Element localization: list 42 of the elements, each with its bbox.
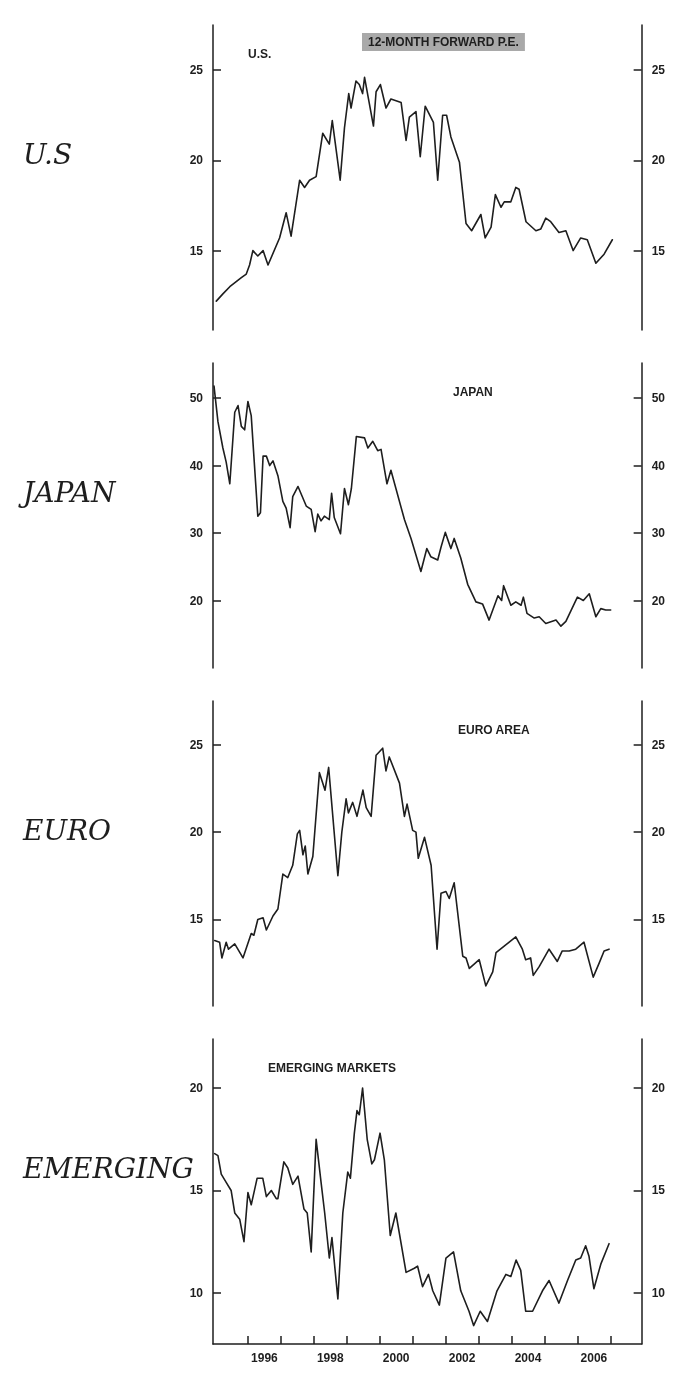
y2-tick-label: 20 bbox=[651, 1081, 666, 1096]
y-tick-label: 30 bbox=[189, 526, 204, 541]
text: EMERGING MARKETS bbox=[268, 1061, 397, 1075]
y2-tick-label: 15 bbox=[651, 912, 666, 927]
y-tick-label: 15 bbox=[189, 243, 204, 258]
y-tick-label: 10 bbox=[189, 1285, 204, 1300]
y2-tick-label: 15 bbox=[651, 1183, 666, 1198]
text: U.S. bbox=[248, 47, 272, 61]
y2-tick-label: 10 bbox=[651, 1285, 666, 1300]
x-tick-label: 2002 bbox=[448, 1351, 476, 1365]
y-tick-label: 15 bbox=[189, 1183, 204, 1198]
line-series bbox=[215, 76, 614, 302]
y-tick-label: 50 bbox=[189, 391, 204, 406]
y2-tick-label: 25 bbox=[651, 737, 666, 752]
text: JAPAN bbox=[18, 475, 117, 509]
y-tick-label: 20 bbox=[189, 153, 204, 168]
x-tick-label: 1996 bbox=[251, 1351, 279, 1365]
x-tick-label: 2000 bbox=[382, 1351, 410, 1365]
text: JAPAN bbox=[453, 385, 493, 399]
y-tick-label: 20 bbox=[189, 825, 204, 840]
y-tick-label: 25 bbox=[189, 63, 204, 78]
y2-tick-label: 40 bbox=[651, 458, 666, 473]
y2-tick-label: 30 bbox=[651, 526, 666, 541]
y-tick-label: 20 bbox=[189, 593, 204, 608]
x-tick-label: 1998 bbox=[316, 1351, 344, 1365]
y2-tick-label: 25 bbox=[651, 63, 666, 78]
y2-tick-label: 20 bbox=[651, 153, 666, 168]
y2-tick-label: 20 bbox=[651, 825, 666, 840]
y2-tick-label: 20 bbox=[651, 593, 666, 608]
x-tick-label: 2006 bbox=[580, 1351, 608, 1365]
y2-tick-label: 50 bbox=[651, 391, 666, 406]
y-tick-label: 25 bbox=[189, 737, 204, 752]
text: EURO bbox=[22, 813, 112, 847]
y2-tick-label: 15 bbox=[651, 243, 666, 258]
y-tick-label: 20 bbox=[189, 1081, 204, 1096]
text: U.S bbox=[23, 137, 73, 171]
text: EMERGING bbox=[22, 1151, 194, 1185]
text: EURO AREA bbox=[458, 723, 530, 737]
y-tick-label: 40 bbox=[189, 458, 204, 473]
x-tick-label: 2004 bbox=[514, 1351, 542, 1365]
y-tick-label: 15 bbox=[189, 912, 204, 927]
text: 12-MONTH FORWARD P.E. bbox=[368, 35, 519, 49]
